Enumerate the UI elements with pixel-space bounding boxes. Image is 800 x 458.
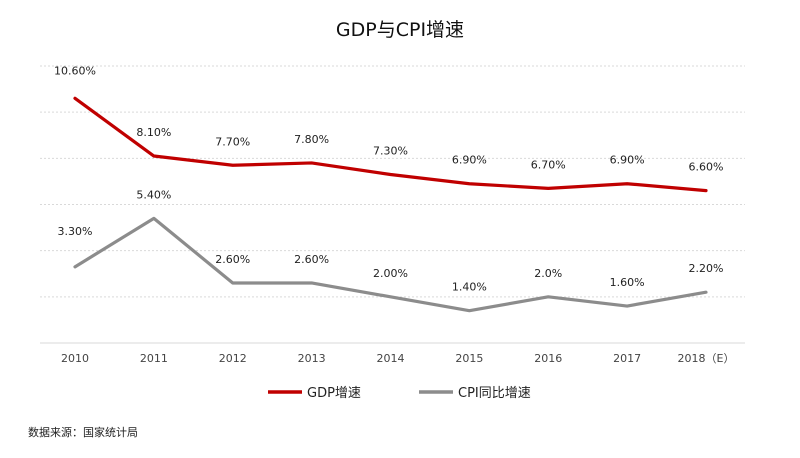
data-label: 1.40% <box>452 281 487 294</box>
data-label: 7.80% <box>294 133 329 146</box>
chart-title: GDP与CPI增速 <box>336 19 464 41</box>
x-tick-label: 2016 <box>534 352 562 365</box>
data-label: 2.60% <box>215 253 250 266</box>
legend-label: CPI同比增速 <box>458 386 531 401</box>
x-axis-ticks: 2010 2011 2012 2013 2014 2015 2016 2017 2018（E） <box>61 352 734 365</box>
data-label: 2.0% <box>534 267 562 280</box>
legend-label: GDP增速 <box>307 386 361 401</box>
x-tick-label: 2015 <box>455 352 483 365</box>
data-label: 6.70% <box>531 158 566 171</box>
x-tick-label: 2010 <box>61 352 89 365</box>
series-line-gdp <box>73 96 708 193</box>
x-tick-label: 2013 <box>298 352 326 365</box>
x-tick-label: 2017 <box>613 352 641 365</box>
data-label: 2.60% <box>294 253 329 266</box>
data-label: 6.90% <box>610 154 645 167</box>
data-label: 3.30% <box>58 225 93 238</box>
data-label: 2.20% <box>689 262 724 275</box>
gridlines <box>40 65 745 344</box>
x-tick-label: 2011 <box>140 352 168 365</box>
data-label: 6.90% <box>452 154 487 167</box>
data-label: 8.10% <box>136 126 171 139</box>
data-label: 1.60% <box>610 276 645 289</box>
data-labels: 10.60% 8.10% 7.70% 7.80% 7.30% 6.90% 6.70% 6.90… <box>54 64 723 293</box>
data-label: 6.60% <box>689 161 724 174</box>
source-note: 数据来源：国家统计局 <box>28 425 138 439</box>
data-label: 7.70% <box>215 135 250 148</box>
data-label: 5.40% <box>136 188 171 201</box>
x-tick-label: 2014 <box>377 352 405 365</box>
data-label: 10.60% <box>54 64 96 77</box>
legend: GDP增速 CPI同比增速 <box>268 386 531 401</box>
x-tick-label: 2012 <box>219 352 247 365</box>
series-lines <box>73 96 708 313</box>
x-tick-label: 2018（E） <box>678 352 735 365</box>
data-label: 2.00% <box>373 267 408 280</box>
series-line-cpi <box>73 216 708 313</box>
data-label: 7.30% <box>373 144 408 157</box>
